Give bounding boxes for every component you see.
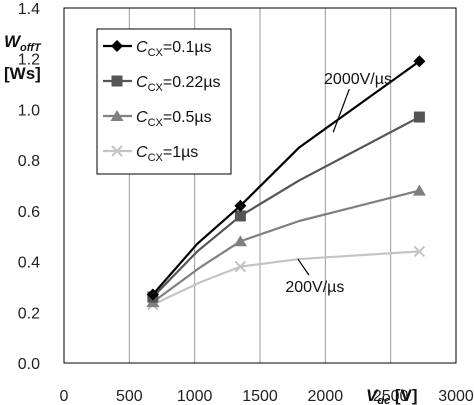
- x-tick-label-1500: 1500: [242, 388, 278, 405]
- legend-item-1-s-marker: [111, 145, 123, 157]
- legend-item-1-s: CCX=1µs: [103, 144, 198, 164]
- y-axis-unit: [Ws]: [4, 64, 41, 83]
- legend-item-0-5-s-marker: [110, 110, 124, 121]
- annotation-2000v-s-leader: [332, 88, 350, 133]
- series-layer: [146, 55, 426, 311]
- plot-area: [63, 7, 457, 364]
- annotation-2000v-s: 2000V/µs: [324, 71, 392, 88]
- legend-item-0-22-s-marker: [111, 75, 123, 87]
- y-tick-label-0-8: 0.8: [18, 153, 40, 170]
- legend-item-0-22-s: CCX=0.22µs: [103, 74, 221, 94]
- y-tick-label-0-6: 0.6: [18, 204, 40, 221]
- series-0-22-s-point-1350: [234, 210, 246, 222]
- legend-item-0-1-s-marker: [111, 40, 123, 52]
- series-0-1-s: [146, 55, 426, 301]
- legend-item-0-5-s: CCX=0.5µs: [103, 109, 212, 129]
- series-0-5-s-point-2720: [412, 184, 426, 196]
- y-tick-label-1-2: 1.2: [18, 52, 40, 69]
- legend-item-1-s-label: CCX=1µs: [136, 144, 198, 164]
- y-tick-labels: 0.0 0.2 0.4 0.6 0.8 1.0 1.2 1.4: [18, 1, 40, 373]
- y-axis-title: WoffT: [4, 32, 42, 54]
- series-1-s-point-1350: [234, 260, 247, 273]
- series-0-1-s-point-2720: [413, 55, 426, 68]
- legend-item-0-1-s: CCX=0.1µs: [103, 39, 212, 59]
- series-0-5-s-point-1350: [233, 235, 247, 247]
- annotations: 2000V/µs 200V/µs: [285, 71, 392, 296]
- y-tick-label-0-2: 0.2: [18, 305, 40, 322]
- y-tick-label-0-4: 0.4: [18, 255, 40, 272]
- y-tick-label-0-0: 0.0: [18, 356, 40, 373]
- legend-item-0-22-s-label: CCX=0.22µs: [136, 74, 221, 94]
- series-1-s: [147, 245, 426, 311]
- x-tick-label-2500: 2500: [373, 388, 409, 405]
- legend-item-0-1-s-label: CCX=0.1µs: [136, 39, 212, 59]
- series-0-22-s-point-2720: [413, 111, 425, 123]
- series-1-s-point-2720: [413, 245, 426, 258]
- series-1-s-point-2720-stroke-b: [413, 245, 426, 258]
- x-tick-label-500: 500: [116, 388, 143, 405]
- series-0-1-s-point-1350: [234, 199, 247, 212]
- x-axis-title: Vdc [V]: [366, 386, 418, 405]
- x-tick-label-0: 0: [60, 388, 69, 405]
- x-tick-label-2000: 2000: [308, 388, 344, 405]
- annotation-200v-s: 200V/µs: [285, 279, 344, 296]
- annotation-200v-s-leader: [297, 258, 310, 276]
- series-1-s-point-1350-stroke-b: [234, 260, 247, 273]
- series-0-1-s-point-680: [146, 288, 159, 301]
- y-tick-label-1-4: 1.4: [18, 1, 40, 18]
- x-tick-labels: 0 500 1000 1500 2000 2500 3000: [60, 388, 474, 405]
- legend-item-0-5-s-label: CCX=0.5µs: [136, 109, 212, 129]
- x-tick-label-3000: 3000: [438, 388, 474, 405]
- legend-item-1-s-marker-stroke-b: [111, 145, 123, 157]
- y-tick-label-1-0: 1.0: [18, 102, 40, 119]
- x-tick-label-1000: 1000: [177, 388, 213, 405]
- legend: CCX=0.1µs CCX=0.22µs CCX=0.5µs CCX=1µs: [96, 28, 232, 175]
